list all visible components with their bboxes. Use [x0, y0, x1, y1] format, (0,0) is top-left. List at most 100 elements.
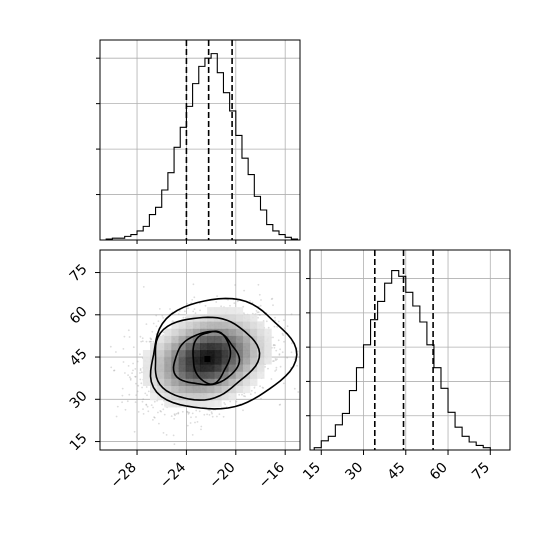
scatter-point: [192, 283, 195, 286]
scatter-point: [121, 394, 124, 397]
scatter-point: [158, 422, 160, 425]
density-cell: [142, 378, 151, 386]
scatter-point: [277, 320, 280, 323]
scatter-point: [262, 387, 265, 389]
y-tick-label: 60: [67, 304, 91, 328]
scatter-point: [260, 397, 262, 400]
scatter-point: [273, 346, 276, 349]
scatter-point: [271, 297, 274, 300]
scatter-point: [265, 320, 268, 323]
x-tick-label: −20: [206, 460, 238, 492]
scatter-point: [283, 340, 285, 343]
density-cell: [207, 357, 215, 365]
density-cell: [228, 328, 236, 336]
scatter-point: [145, 386, 148, 388]
density-cell: [178, 378, 186, 386]
scatter-point: [140, 340, 143, 343]
density-cell: [228, 364, 236, 372]
density-cell: [185, 371, 194, 379]
density-cell: [221, 371, 229, 379]
scatter-point: [233, 302, 236, 304]
scatter-point: [275, 349, 278, 352]
density-cell: [178, 400, 186, 408]
scatter-point: [211, 412, 213, 415]
scatter-point: [161, 403, 164, 406]
density-cell: [207, 364, 215, 372]
density-cell: [214, 342, 222, 351]
scatter-point: [215, 301, 218, 303]
scatter-point: [216, 295, 219, 297]
density-cell: [150, 357, 158, 365]
density-cell: [150, 342, 158, 351]
density-cell: [200, 321, 208, 329]
scatter-point: [191, 434, 194, 436]
density-cell: [228, 314, 236, 322]
scatter-point: [150, 404, 153, 406]
scatter-point: [273, 360, 275, 362]
scatter-point: [133, 430, 136, 433]
density-cell: [214, 357, 222, 365]
scatter-point: [177, 313, 180, 316]
scatter-point: [186, 302, 189, 305]
density-cell: [164, 342, 172, 351]
density-cell: [142, 357, 151, 365]
scatter-point: [277, 339, 280, 342]
scatter-point: [259, 385, 261, 388]
density-cell: [192, 350, 201, 358]
density-cell: [178, 328, 186, 336]
y-tick-label: 30: [67, 388, 91, 412]
density-cell: [264, 335, 272, 344]
scatter-point: [158, 308, 161, 310]
density-cell: [221, 335, 229, 344]
scatter-point: [249, 300, 251, 302]
histogram-2-quantiles: [373, 250, 434, 450]
density-cell: [164, 400, 172, 408]
scatter-point: [162, 408, 165, 411]
scatter-point: [132, 362, 135, 365]
scatter-point: [194, 312, 197, 314]
scatter-point: [152, 322, 155, 325]
density-cell: [192, 364, 201, 372]
density-cell: [178, 335, 186, 344]
density-cell: [185, 357, 194, 365]
scatter-point: [135, 382, 137, 385]
scatter-point: [153, 416, 156, 419]
density-cell: [235, 385, 244, 394]
density-cell: [257, 371, 265, 379]
density-cell: [185, 328, 194, 336]
scatter-point: [283, 319, 285, 322]
density-cell: [257, 350, 265, 358]
density-cell: [221, 378, 229, 386]
density-cell: [242, 321, 251, 329]
scatter-point: [182, 316, 185, 319]
density-cell: [242, 364, 251, 372]
scatter-point: [141, 340, 144, 343]
density-cell: [228, 357, 236, 365]
scatter-point: [207, 409, 210, 411]
scatter-point: [163, 413, 166, 416]
scatter-point: [170, 415, 173, 417]
scatter-point: [188, 411, 191, 414]
scatter-point: [275, 366, 278, 369]
density-cell: [235, 342, 244, 351]
density-cell: [242, 314, 251, 322]
density-cell: [250, 378, 258, 386]
scatter-point: [195, 416, 197, 418]
scatter-point: [189, 422, 192, 424]
scatter-point: [194, 421, 196, 424]
scatter-point: [274, 319, 277, 322]
scatter-point: [208, 409, 211, 412]
scatter-point: [286, 325, 289, 328]
scatter-point: [109, 345, 112, 348]
density-cell: [192, 357, 201, 365]
scatter-point: [235, 400, 238, 403]
density-cell: [235, 321, 244, 329]
density-cell: [264, 328, 272, 336]
scatter-point: [283, 327, 286, 330]
scatter-point: [145, 340, 148, 343]
density-cell: [200, 385, 208, 394]
density-cell: [185, 392, 194, 401]
scatter-point: [223, 402, 226, 404]
scatter-point: [113, 369, 116, 372]
scatter-point: [142, 413, 145, 415]
